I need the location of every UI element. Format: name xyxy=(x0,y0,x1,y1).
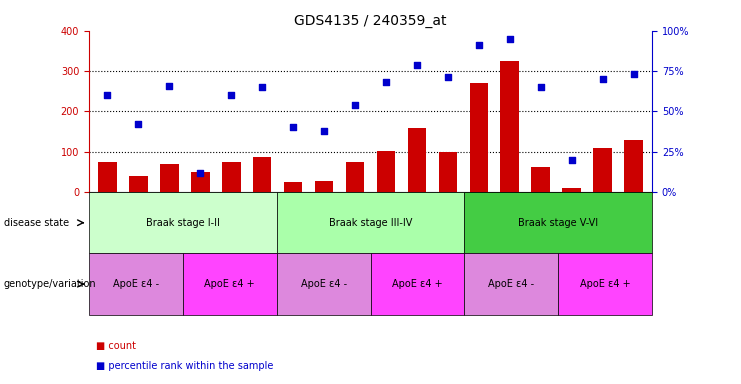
Point xyxy=(411,61,423,68)
Bar xyxy=(470,83,488,192)
Bar xyxy=(284,182,302,192)
Point xyxy=(628,71,639,77)
Text: ApoE ε4 -: ApoE ε4 - xyxy=(488,279,534,289)
Bar xyxy=(222,162,241,192)
Point xyxy=(473,42,485,48)
Text: ■ count: ■ count xyxy=(96,341,136,351)
Text: Braak stage I-II: Braak stage I-II xyxy=(146,218,220,228)
Bar xyxy=(500,61,519,192)
Point xyxy=(349,102,361,108)
Bar xyxy=(315,181,333,192)
Bar xyxy=(191,172,210,192)
Point xyxy=(102,92,113,98)
Text: ApoE ε4 +: ApoE ε4 + xyxy=(580,279,631,289)
Text: ApoE ε4 +: ApoE ε4 + xyxy=(205,279,255,289)
Title: GDS4135 / 240359_at: GDS4135 / 240359_at xyxy=(294,14,447,28)
Bar xyxy=(99,162,117,192)
Text: ApoE ε4 +: ApoE ε4 + xyxy=(392,279,442,289)
Bar xyxy=(624,140,642,192)
Text: Braak stage III-IV: Braak stage III-IV xyxy=(329,218,412,228)
Text: ApoE ε4 -: ApoE ε4 - xyxy=(113,279,159,289)
Bar xyxy=(408,128,426,192)
Bar xyxy=(531,167,550,192)
Point xyxy=(256,84,268,90)
Text: ■ percentile rank within the sample: ■ percentile rank within the sample xyxy=(96,361,273,371)
Point xyxy=(288,124,299,131)
Point xyxy=(318,127,330,134)
Bar xyxy=(562,188,581,192)
Bar xyxy=(129,176,147,192)
Point xyxy=(164,83,176,89)
Point xyxy=(565,157,577,163)
Point xyxy=(535,84,547,90)
Bar xyxy=(160,164,179,192)
Text: ApoE ε4 -: ApoE ε4 - xyxy=(301,279,347,289)
Point xyxy=(442,74,453,81)
Text: disease state: disease state xyxy=(4,218,69,228)
Bar xyxy=(346,162,365,192)
Point xyxy=(225,92,237,98)
Point xyxy=(504,36,516,42)
Text: genotype/variation: genotype/variation xyxy=(4,279,96,289)
Point xyxy=(597,76,608,82)
Point xyxy=(194,170,206,176)
Point xyxy=(133,121,144,127)
Bar xyxy=(253,157,271,192)
Text: Braak stage V-VI: Braak stage V-VI xyxy=(518,218,598,228)
Bar xyxy=(439,152,457,192)
Point xyxy=(380,79,392,85)
Bar xyxy=(376,151,395,192)
Bar xyxy=(594,148,612,192)
